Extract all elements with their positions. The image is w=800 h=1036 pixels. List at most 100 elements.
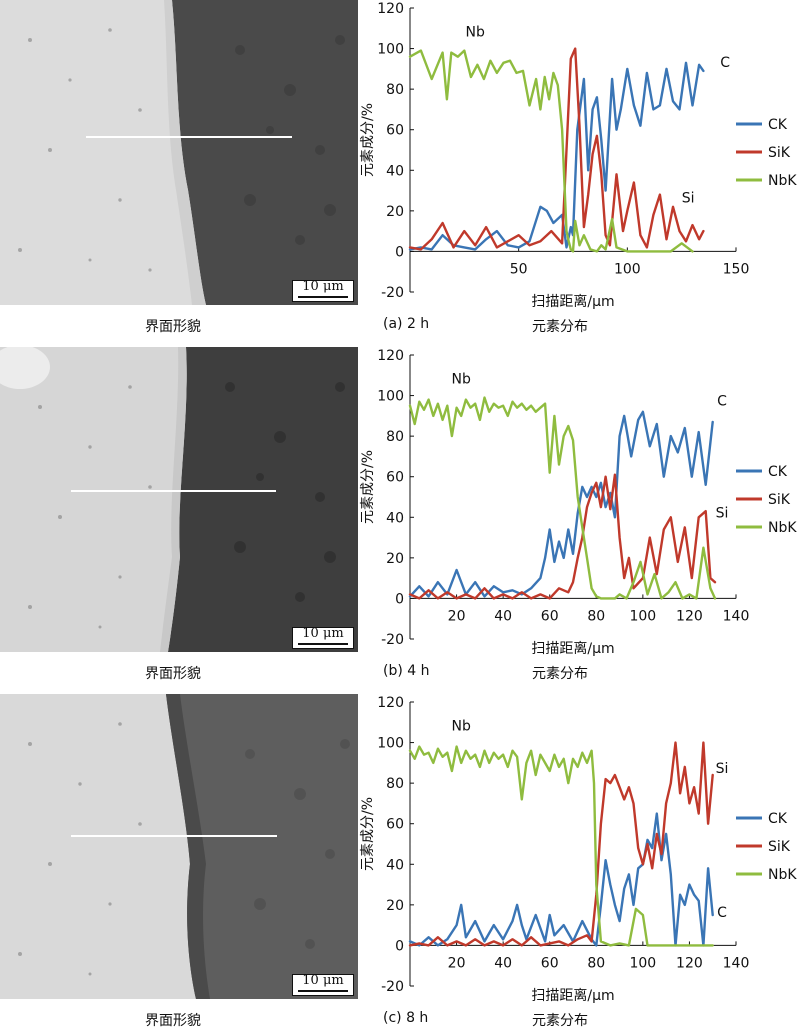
- series-line-nbk: [408, 396, 717, 600]
- y-tick-label: 0: [395, 244, 404, 260]
- y-tick-label: 120: [377, 1, 404, 17]
- y-tick-label: 20: [386, 551, 404, 567]
- y-tick-label: 100: [377, 42, 404, 58]
- y-tick-label: 20: [386, 204, 404, 220]
- legend-label-ck: CK: [768, 811, 788, 827]
- series-line-ck: [408, 410, 714, 598]
- series-line-nbk: [408, 745, 714, 947]
- micrograph-image: [0, 347, 358, 652]
- interface-micrograph: 10 μm: [0, 694, 358, 999]
- scale-bar-label: 10 μm: [302, 279, 344, 294]
- y-tick-label: 60: [386, 123, 404, 139]
- x-tick-label: 80: [587, 608, 605, 624]
- y-tick-label: -20: [381, 632, 404, 648]
- series-line-sik: [408, 741, 714, 947]
- panel-label: (a) 2 h: [383, 316, 430, 332]
- x-tick-label: 100: [629, 955, 656, 971]
- legend-label-ck: CK: [768, 117, 788, 133]
- y-tick-label: 80: [386, 82, 404, 98]
- legend-label-ck: CK: [768, 464, 788, 480]
- legend-label-nbk: NbK: [768, 520, 797, 536]
- x-tick-label: 140: [723, 955, 750, 971]
- series-line-ck: [408, 812, 714, 947]
- y-axis-label: 元素成分/%: [360, 450, 376, 524]
- micrograph-image: [0, 694, 358, 999]
- annotation-si: Si: [716, 761, 729, 777]
- morphology-caption: 界面形貌: [145, 666, 201, 682]
- series-line-ck: [408, 61, 705, 251]
- y-tick-label: 120: [377, 348, 404, 364]
- micrograph-image: [0, 0, 358, 305]
- element-distribution-chart: -20 0 20 40 60 80 100 120 20 40 60 80 100 120 140 扫描距离/…: [360, 348, 797, 657]
- x-tick-label: 120: [676, 955, 703, 971]
- x-tick-label: 50: [510, 261, 528, 277]
- y-tick-label: 40: [386, 857, 404, 873]
- scale-bar-line: [298, 990, 348, 992]
- scale-bar: 10 μm: [292, 627, 354, 649]
- y-tick-label: -20: [381, 979, 404, 995]
- element-distribution-chart: -20 0 20 40 60 80 100 120 20 40 60 80 100 120 140 扫描距离/…: [360, 695, 797, 1004]
- annotation-nb: Nb: [466, 24, 485, 40]
- x-tick-label: 20: [448, 955, 466, 971]
- legend-label-sik: SiK: [768, 492, 791, 508]
- chart-caption: 元素分布: [532, 319, 588, 335]
- y-tick-label: 100: [377, 389, 404, 405]
- y-tick-label: 0: [395, 591, 404, 607]
- annotation-si: Si: [716, 505, 729, 521]
- x-tick-label: 60: [541, 955, 559, 971]
- y-tick-label: 40: [386, 163, 404, 179]
- x-tick-label: 80: [587, 955, 605, 971]
- scale-bar-label: 10 μm: [302, 626, 344, 641]
- y-axis-label: 元素成分/%: [360, 797, 376, 871]
- scale-bar: 10 μm: [292, 974, 354, 996]
- series-line-sik: [408, 473, 717, 600]
- x-tick-label: 150: [723, 261, 750, 277]
- x-tick-label: 140: [723, 608, 750, 624]
- y-tick-label: 20: [386, 898, 404, 914]
- interface-micrograph: 10 μm: [0, 347, 358, 652]
- scale-bar-line: [298, 296, 348, 298]
- x-tick-label: 40: [494, 608, 512, 624]
- legend-label-sik: SiK: [768, 839, 791, 855]
- y-tick-label: 80: [386, 429, 404, 445]
- x-tick-label: 100: [629, 608, 656, 624]
- annotation-c: C: [717, 905, 727, 921]
- panel-b: 10 μm 界面形貌 (b) 4 h 元素分布 -20 0 20 40 60 80 100 1…: [0, 347, 800, 689]
- y-tick-label: 60: [386, 470, 404, 486]
- legend-label-nbk: NbK: [768, 173, 797, 189]
- x-tick-label: 100: [614, 261, 641, 277]
- interface-micrograph: 10 μm: [0, 0, 358, 305]
- y-tick-label: 80: [386, 776, 404, 792]
- annotation-c: C: [720, 55, 730, 71]
- y-axis-label: 元素成分/%: [360, 103, 376, 177]
- annotation-nb: Nb: [452, 718, 471, 734]
- x-tick-label: 20: [448, 608, 466, 624]
- y-tick-label: 60: [386, 817, 404, 833]
- panel-a: 10 μm 界面形貌 (a) 2 h 元素分布 -20 0 20 40 60 80 100 1…: [0, 0, 800, 342]
- y-tick-label: 40: [386, 510, 404, 526]
- panel-c: 10 μm 界面形貌 (c) 8 h 元素分布 -20 0 20 40 60 80 100 1…: [0, 694, 800, 1036]
- scale-bar: 10 μm: [292, 280, 354, 302]
- x-axis-label: 扫描距离/μm: [531, 987, 614, 1004]
- element-distribution-chart: -20 0 20 40 60 80 100 120 50 100 150 扫描距离/μm 元素成分/% N…: [360, 1, 797, 310]
- annotation-nb: Nb: [452, 371, 471, 387]
- panel-label: (b) 4 h: [383, 663, 430, 679]
- series-line-sik: [408, 47, 705, 251]
- x-tick-label: 120: [676, 608, 703, 624]
- y-tick-label: 0: [395, 938, 404, 954]
- annotation-c: C: [717, 394, 727, 410]
- panel-label: (c) 8 h: [383, 1010, 429, 1026]
- scale-bar-label: 10 μm: [302, 973, 344, 988]
- morphology-caption: 界面形貌: [145, 319, 201, 335]
- morphology-caption: 界面形貌: [145, 1013, 201, 1029]
- x-tick-label: 60: [541, 608, 559, 624]
- x-axis-label: 扫描距离/μm: [531, 640, 614, 657]
- legend-label-sik: SiK: [768, 145, 791, 161]
- chart-caption: 元素分布: [532, 1013, 588, 1029]
- x-tick-label: 40: [494, 955, 512, 971]
- y-tick-label: 120: [377, 695, 404, 711]
- series-line-nbk: [408, 49, 694, 253]
- y-tick-label: 100: [377, 736, 404, 752]
- chart-caption: 元素分布: [532, 666, 588, 682]
- annotation-si: Si: [682, 191, 695, 207]
